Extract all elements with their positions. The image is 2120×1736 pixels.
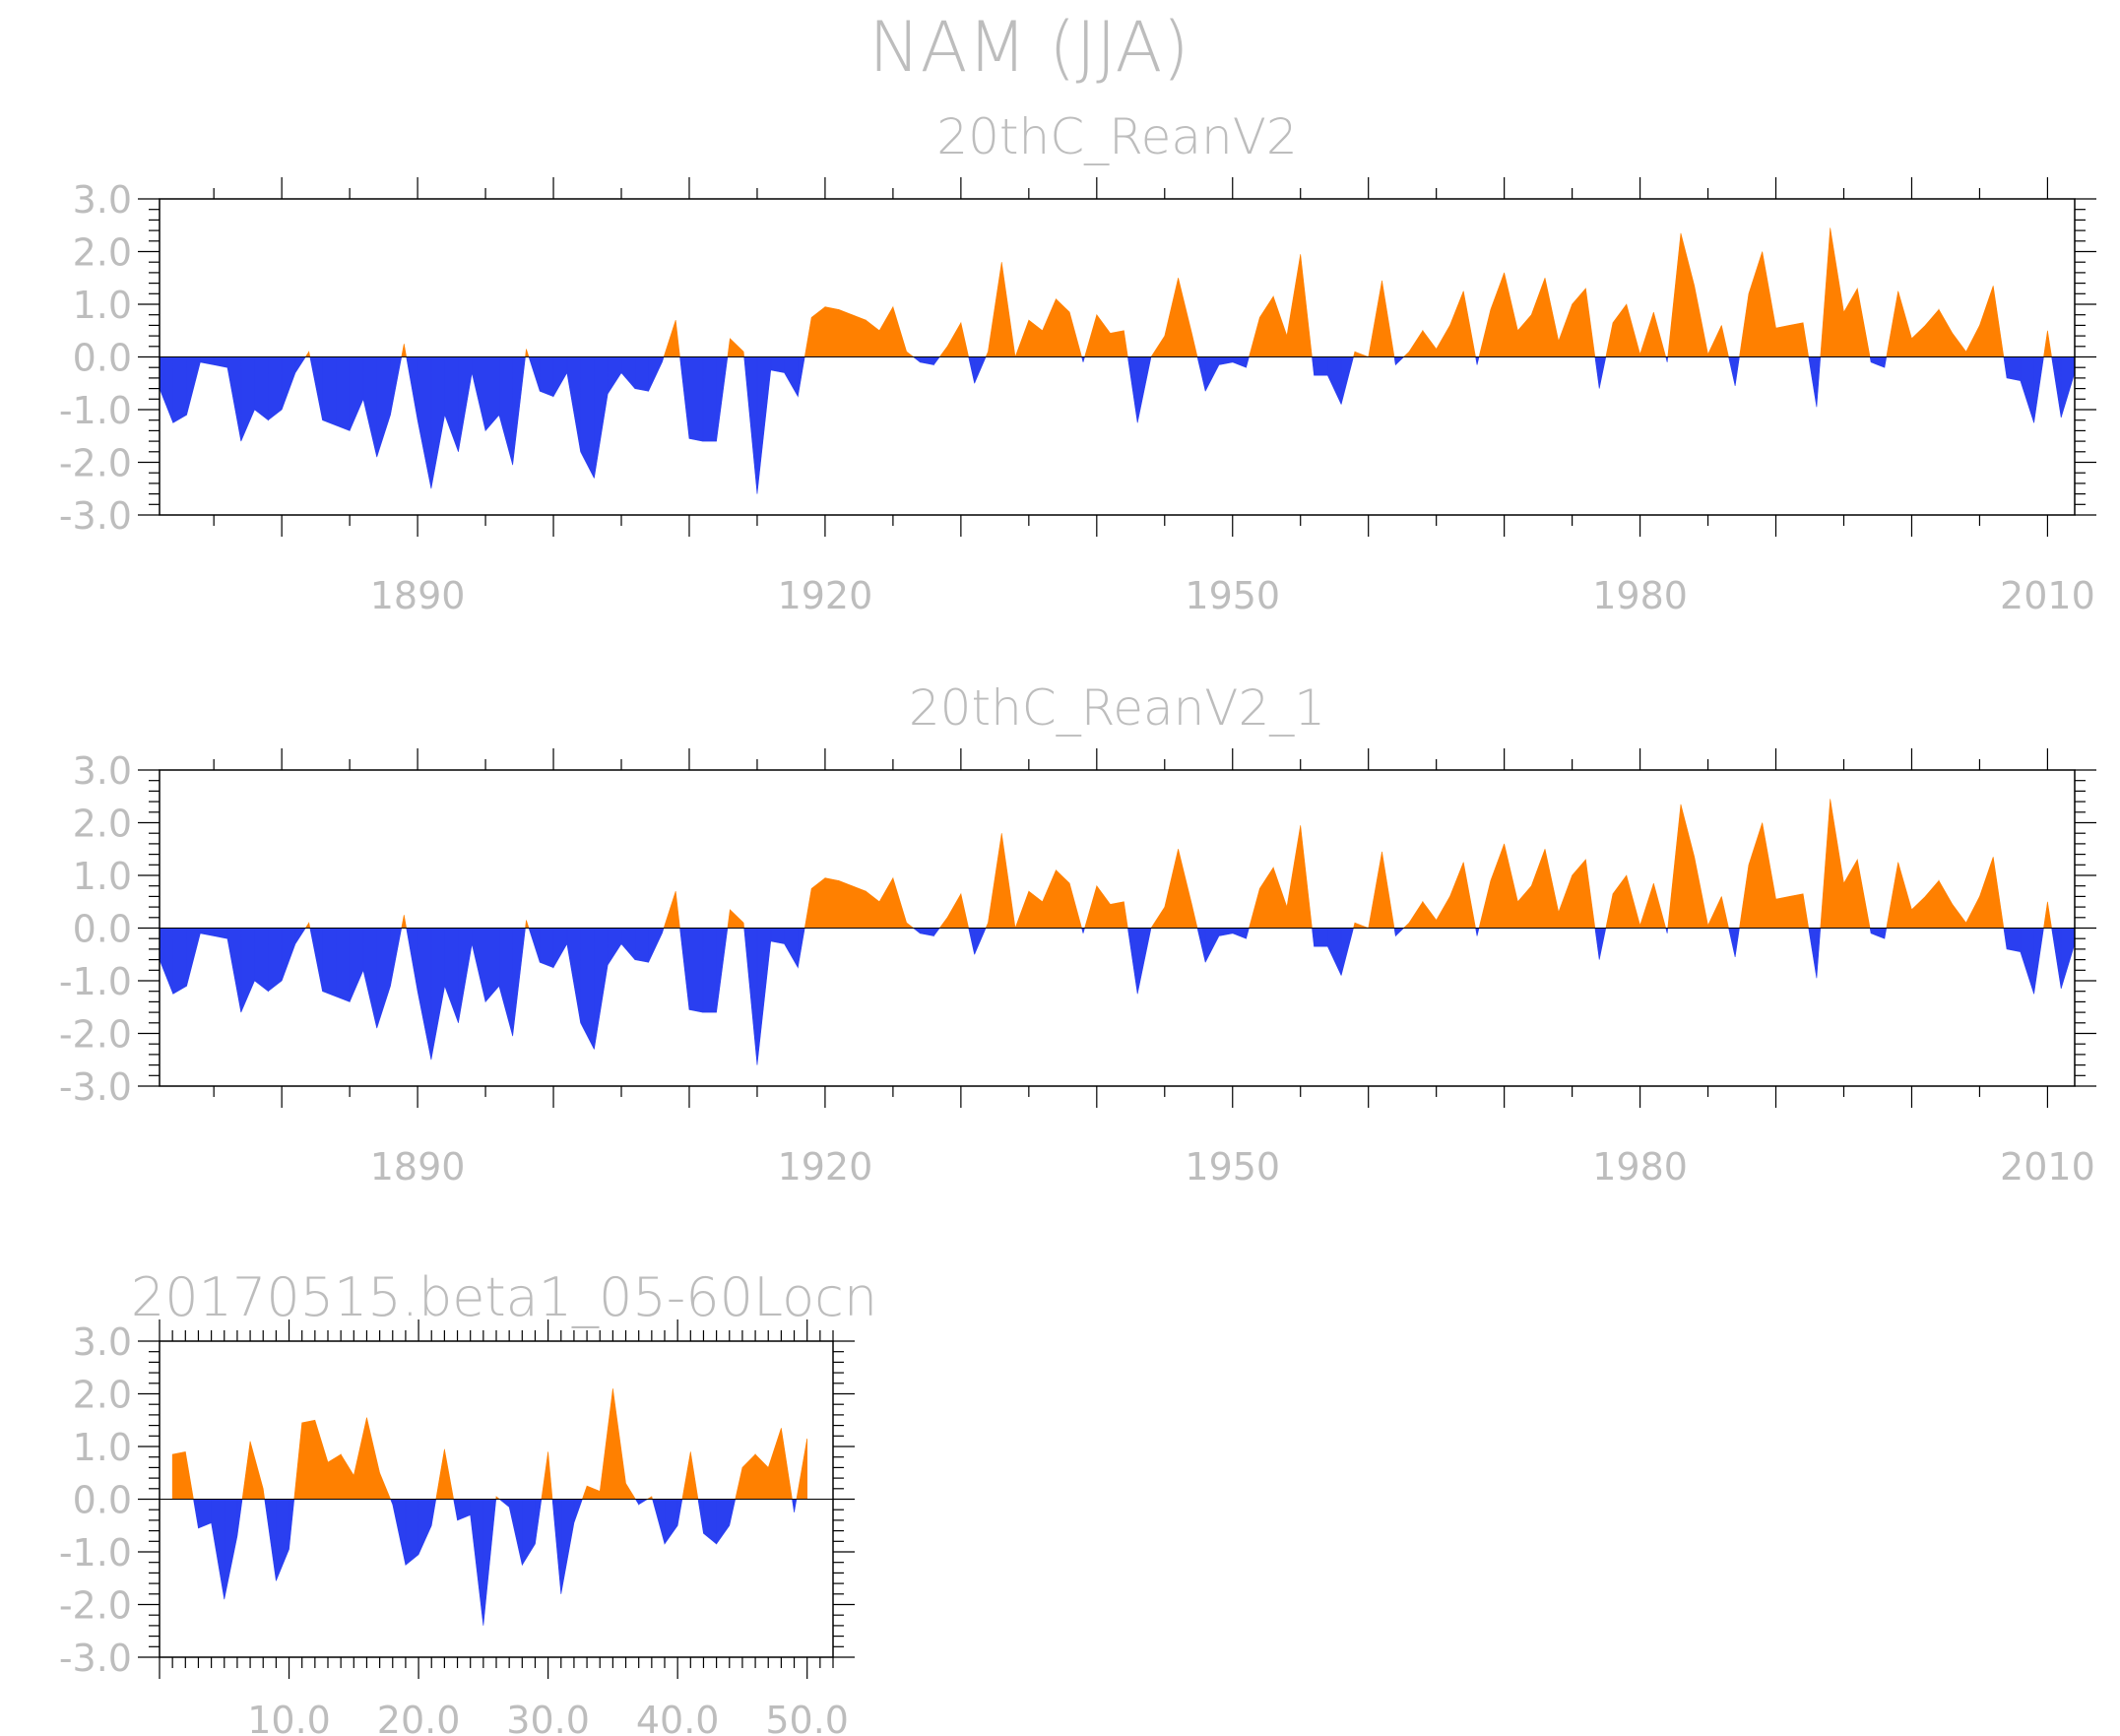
negative-area xyxy=(159,356,2076,494)
y-tick-label: 2.0 xyxy=(73,231,132,275)
x-tick-label: 1950 xyxy=(1185,1145,1280,1189)
x-tick-label: 1890 xyxy=(370,574,466,617)
x-tick-label: 1980 xyxy=(1592,1145,1688,1189)
y-tick-label: -3.0 xyxy=(59,1637,132,1680)
panel-title: 20thC_ReanV2 xyxy=(936,108,1297,165)
x-tick-label: 40.0 xyxy=(636,1699,720,1736)
y-tick-label: 1.0 xyxy=(73,1426,132,1469)
main-title: NAM (JJA) xyxy=(868,7,1188,88)
y-tick-label: -1.0 xyxy=(59,1531,132,1575)
negative-area xyxy=(159,928,2076,1065)
x-tick-label: 1920 xyxy=(778,1145,873,1189)
y-tick-label: 0.0 xyxy=(73,337,132,380)
y-tick-label: -1.0 xyxy=(59,389,132,432)
panel-title: 20170515.beta1_05-60Locn xyxy=(131,1266,877,1328)
negative-area xyxy=(193,1499,798,1626)
y-tick-label: 1.0 xyxy=(73,284,132,327)
y-tick-label: -2.0 xyxy=(59,1013,132,1057)
y-tick-label: -2.0 xyxy=(59,442,132,485)
x-tick-label: 30.0 xyxy=(506,1699,590,1736)
y-tick-label: -1.0 xyxy=(59,960,132,1003)
panel-title: 20thC_ReanV2_1 xyxy=(909,679,1325,737)
y-tick-label: 1.0 xyxy=(73,855,132,898)
panel-20170515-beta1: 20170515.beta1_05-60Locn -3.0 -2.0 -1.0 0.0 1… xyxy=(59,1266,877,1736)
y-tick-label: 3.0 xyxy=(73,1320,132,1364)
x-tick-label: 10.0 xyxy=(247,1699,331,1736)
positive-area xyxy=(304,799,2052,929)
y-tick-label: -2.0 xyxy=(59,1584,132,1628)
x-tick-label: 2010 xyxy=(2000,1145,2095,1189)
positive-area xyxy=(171,1388,807,1500)
y-tick-label: 0.0 xyxy=(73,1479,132,1522)
y-tick-label: 2.0 xyxy=(73,803,132,846)
panel-20thc-reanv2-1: 20thC_ReanV2_1 -3.0 -2.0 -1.0 0.0 1.0 2.0 3.0 18… xyxy=(59,679,2096,1189)
positive-area xyxy=(304,227,2052,357)
y-tick-label: 0.0 xyxy=(73,908,132,951)
y-tick-label: 3.0 xyxy=(73,749,132,793)
x-tick-label: 20.0 xyxy=(377,1699,461,1736)
x-tick-label: 1920 xyxy=(778,574,873,617)
x-tick-label: 1980 xyxy=(1592,574,1688,617)
x-tick-label: 2010 xyxy=(2000,574,2095,617)
y-tick-label: 2.0 xyxy=(73,1374,132,1417)
y-tick-label: -3.0 xyxy=(59,494,132,538)
panel-20thc-reanv2: 20thC_ReanV2 -3.0 -2.0 -1.0 0.0 1.0 2.0 3.0 1890… xyxy=(59,108,2096,617)
x-tick-label: 50.0 xyxy=(765,1699,849,1736)
y-tick-label: 3.0 xyxy=(73,178,132,222)
y-tick-label: -3.0 xyxy=(59,1065,132,1109)
x-tick-label: 1950 xyxy=(1185,574,1280,617)
x-tick-label: 1890 xyxy=(370,1145,466,1189)
